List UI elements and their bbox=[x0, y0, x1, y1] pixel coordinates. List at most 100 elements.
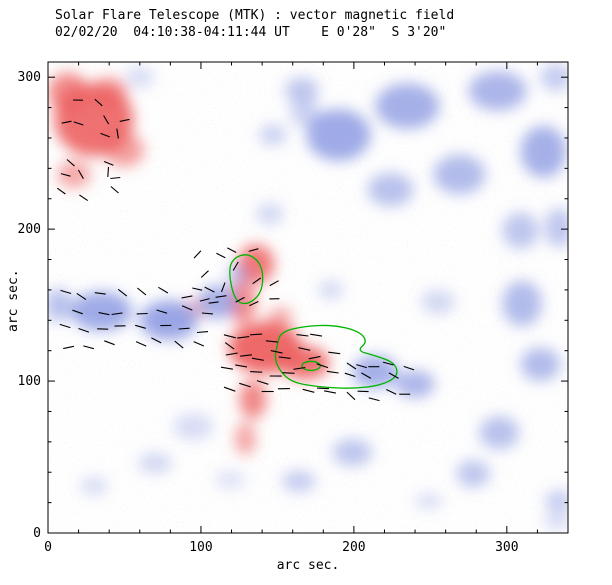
vector-segment bbox=[240, 354, 253, 357]
vector-segment bbox=[66, 159, 75, 167]
vector-segment bbox=[119, 118, 130, 122]
y-tick-label: 200 bbox=[18, 222, 41, 237]
vector-segment bbox=[250, 371, 263, 373]
vector-segment bbox=[98, 312, 110, 316]
vector-segment bbox=[193, 341, 205, 347]
vector-segment bbox=[135, 341, 147, 347]
vector-segment bbox=[110, 186, 119, 194]
vector-segment bbox=[278, 356, 291, 359]
vector-segment bbox=[103, 160, 114, 166]
vector-segment bbox=[174, 340, 184, 349]
vector-segment bbox=[326, 370, 339, 374]
vector-segment bbox=[116, 128, 119, 139]
vector-segment bbox=[94, 98, 103, 107]
vector-segment bbox=[193, 250, 202, 259]
vector-segment bbox=[178, 327, 190, 330]
y-tick-label: 300 bbox=[18, 70, 41, 85]
vector-segment bbox=[225, 352, 238, 356]
vector-segment bbox=[76, 292, 87, 301]
vector-segment bbox=[302, 388, 315, 393]
vector-segment bbox=[323, 390, 337, 394]
vector-segment bbox=[293, 366, 306, 370]
vector-segment bbox=[386, 389, 397, 395]
vector-segment bbox=[346, 391, 356, 401]
vector-segment bbox=[223, 334, 236, 339]
vector-segment bbox=[59, 323, 71, 329]
plot-subtitle: 02/02/20 04:10:38-04:11:44 UT E 0'28" S … bbox=[55, 25, 447, 40]
vector-segment bbox=[220, 366, 233, 370]
vector-segment bbox=[250, 333, 263, 336]
vector-segment bbox=[249, 301, 259, 307]
x-tick-label: 300 bbox=[495, 540, 518, 555]
vector-segment bbox=[265, 340, 278, 343]
vector-segment bbox=[223, 386, 236, 392]
vector-segment bbox=[361, 372, 372, 379]
vector-segment bbox=[308, 355, 321, 360]
y-axis-label: arc sec. bbox=[6, 269, 21, 332]
vector-segment bbox=[63, 345, 75, 350]
vector-segment bbox=[216, 252, 226, 259]
vector-segment bbox=[83, 345, 95, 350]
vector-segment bbox=[356, 364, 367, 369]
vector-segment bbox=[196, 331, 209, 334]
vector-segment bbox=[239, 382, 251, 388]
vector-segment bbox=[117, 288, 128, 297]
contour-line bbox=[274, 324, 398, 389]
vector-segment bbox=[135, 324, 146, 329]
x-axis-label: arc sec. bbox=[276, 558, 340, 573]
y-tick-label: 0 bbox=[33, 526, 41, 541]
vector-segment bbox=[103, 115, 110, 125]
vector-segment bbox=[111, 312, 123, 316]
vector-segment bbox=[215, 295, 227, 298]
vector-segment bbox=[60, 289, 72, 295]
vector-segment bbox=[137, 287, 147, 296]
contour-line bbox=[301, 360, 321, 372]
vector-segment bbox=[181, 295, 193, 299]
vector-segment bbox=[79, 194, 89, 202]
vector-segment bbox=[156, 309, 168, 314]
vector-segment bbox=[368, 397, 380, 402]
vector-segment bbox=[94, 292, 106, 295]
vector-segment bbox=[382, 361, 394, 366]
vector-segment bbox=[269, 280, 279, 287]
vector-segment bbox=[388, 372, 399, 379]
vector-segment bbox=[344, 372, 356, 378]
vector-segment bbox=[199, 298, 210, 302]
vector-segment bbox=[220, 282, 226, 293]
vector-segment bbox=[316, 387, 330, 390]
vector-segment bbox=[110, 176, 121, 180]
vector-segment bbox=[316, 363, 329, 369]
vector-segment bbox=[256, 380, 269, 385]
contours bbox=[229, 254, 398, 389]
vector-segment bbox=[251, 357, 264, 361]
vector-segment bbox=[204, 286, 215, 293]
vector-segment bbox=[248, 248, 259, 252]
vector-segment bbox=[235, 296, 245, 303]
tick-labels: 0 100 200 300 0 100 200 300 bbox=[18, 70, 519, 555]
vector-segment bbox=[100, 132, 110, 138]
vector-segment bbox=[403, 365, 415, 371]
vector-segment bbox=[60, 173, 71, 177]
vector-segment bbox=[298, 347, 311, 351]
y-tick-label: 100 bbox=[18, 374, 41, 389]
vector-segment bbox=[78, 327, 90, 333]
x-tick-label: 100 bbox=[189, 540, 212, 555]
vector-segment bbox=[235, 364, 248, 368]
vector-segment bbox=[346, 362, 357, 370]
vector-segment bbox=[270, 350, 283, 354]
magnetic-vectors bbox=[56, 98, 415, 402]
vector-segment bbox=[227, 247, 237, 253]
vector-segment bbox=[104, 340, 115, 346]
axes-frame bbox=[47, 61, 569, 534]
noise-overlay bbox=[48, 62, 568, 533]
vector-segment bbox=[151, 337, 162, 344]
vector-segment bbox=[282, 372, 295, 374]
vector-segment bbox=[224, 342, 235, 350]
vector-segment bbox=[72, 309, 83, 315]
vector-segment bbox=[56, 187, 66, 195]
vector-segment bbox=[61, 120, 72, 124]
vector-segment bbox=[232, 261, 239, 271]
vector-segment bbox=[73, 121, 84, 126]
